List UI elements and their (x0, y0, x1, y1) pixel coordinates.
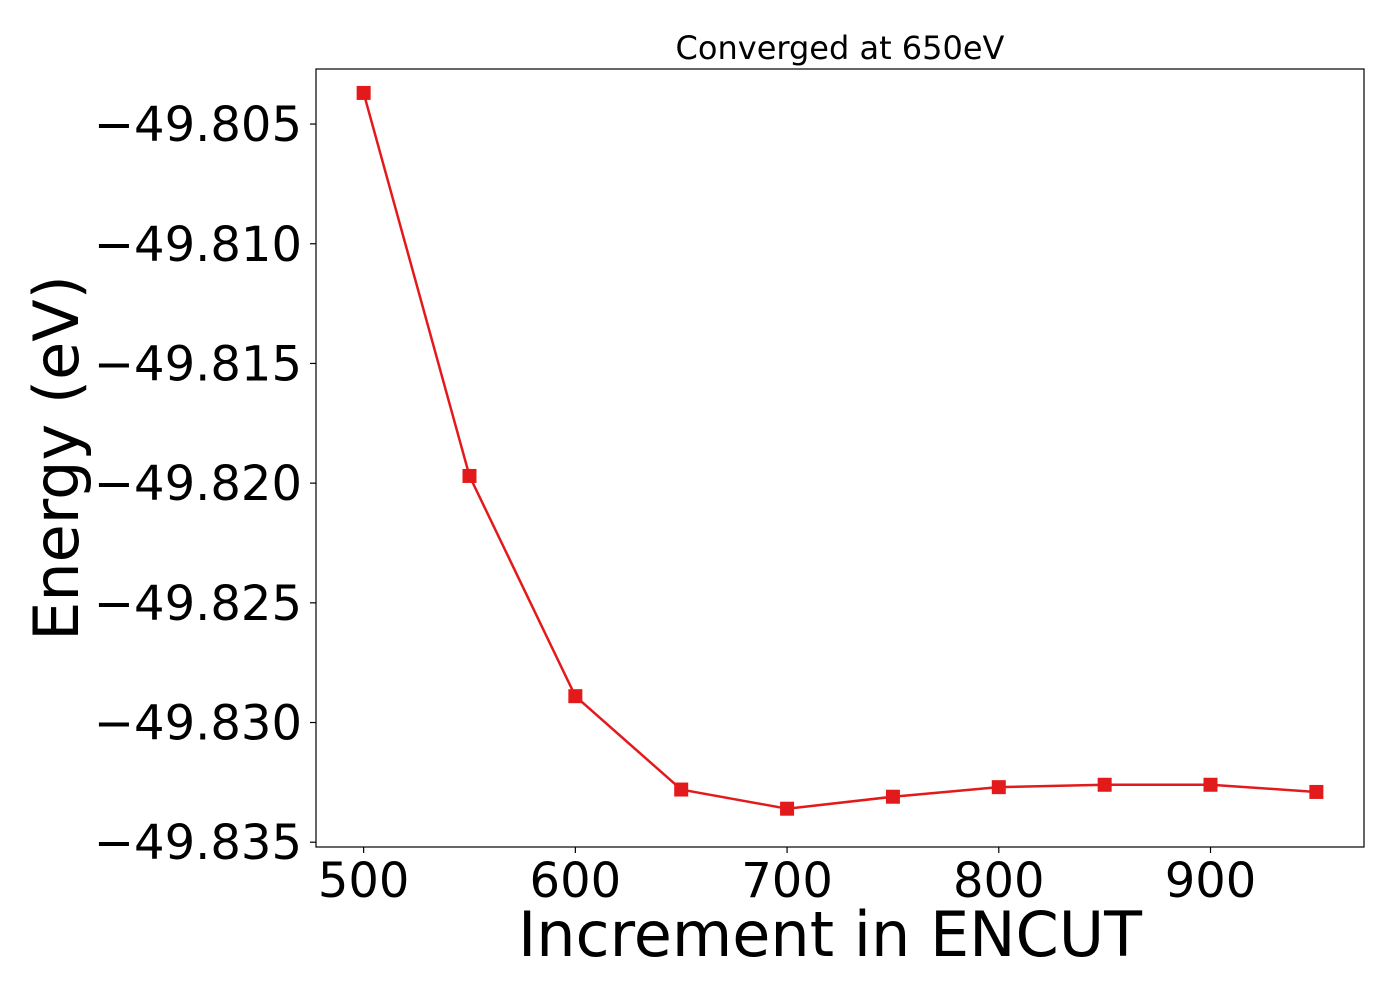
y-tick-label: −49.825 (94, 576, 302, 632)
x-axis-label: Increment in ENCUT (518, 898, 1143, 971)
y-tick-label: −49.835 (94, 815, 302, 871)
data-point-marker (991, 780, 1006, 795)
data-point-marker (674, 782, 689, 797)
data-point-marker (780, 801, 795, 816)
y-tick-label: −49.810 (94, 217, 302, 273)
data-point-marker (462, 468, 477, 483)
series-layer (356, 85, 1324, 816)
data-point-marker (1097, 777, 1112, 792)
x-tick-label: 700 (741, 853, 833, 909)
x-tick-label: 800 (953, 853, 1045, 909)
data-point-marker (568, 689, 583, 704)
data-point-marker (1203, 777, 1218, 792)
x-tick-label: 900 (1165, 853, 1257, 909)
y-tick-label: −49.805 (94, 97, 302, 153)
y-axis-label: Energy (eV) (20, 275, 93, 641)
data-point-marker (1309, 784, 1324, 799)
plot-frame (315, 68, 1365, 848)
x-tick-label: 500 (318, 853, 410, 909)
data-point-marker (356, 85, 371, 100)
x-axis-ticks: 500 600 700 800 900 (318, 847, 1256, 909)
x-tick-label: 600 (530, 853, 622, 909)
data-point-marker (885, 789, 900, 804)
y-tick-label: −49.815 (94, 336, 302, 392)
y-tick-label: −49.830 (94, 696, 302, 752)
series-line (362, 92, 1317, 810)
y-axis-ticks: −49.805 −49.810 −49.815 −49.820 −49.825 −49.8… (94, 97, 316, 871)
y-tick-label: −49.820 (94, 456, 302, 512)
chart-title: Converged at 650eV (676, 29, 1005, 67)
